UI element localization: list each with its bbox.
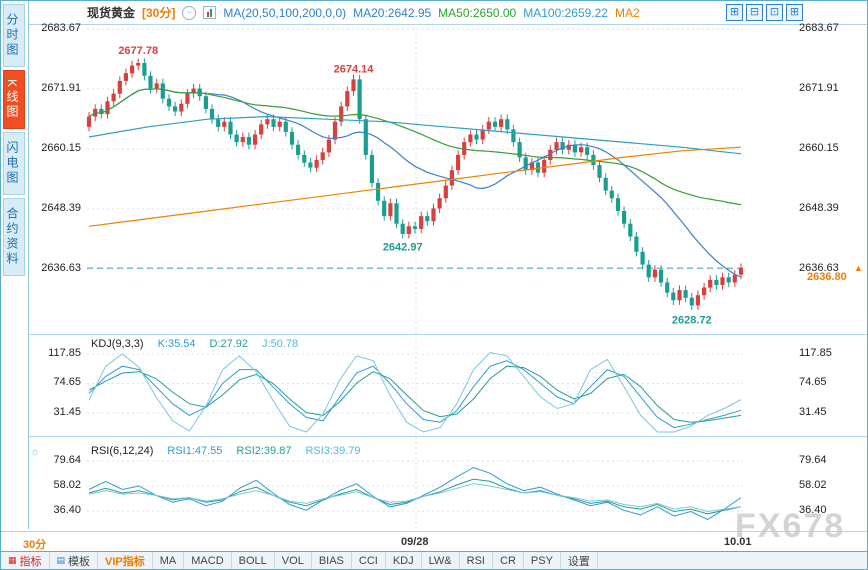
- ma20-value-label: MA20:2642.95: [353, 5, 432, 20]
- date-label: 10.01: [724, 536, 752, 548]
- sidebar-item-timeshare[interactable]: 分时图: [3, 4, 25, 67]
- timeframe-badge: 30分: [23, 539, 47, 551]
- indicator-grid-icon: ▦: [8, 555, 17, 565]
- kdj-axis-label: 74.65: [53, 376, 81, 388]
- kdj-axis-label: 117.85: [48, 347, 81, 359]
- ma50-value-label: MA50:2650.00: [438, 5, 517, 20]
- sidebar-item-contract-info[interactable]: 合约资料: [3, 198, 25, 277]
- rsi-axis-label: 79.64: [799, 454, 827, 466]
- rsi-axis-label: 58.02: [799, 479, 827, 491]
- toolbar-tab-cr[interactable]: CR: [493, 552, 524, 569]
- kdj-axis-label: 31.45: [53, 406, 81, 418]
- chart-type-sidebar: 分时图 K线图 闪电图 合约资料: [1, 1, 29, 529]
- toolbar-tab-macd[interactable]: MACD: [184, 552, 232, 569]
- toolbar-tab-rsi[interactable]: RSI: [460, 552, 493, 569]
- layout-single-icon[interactable]: ⊞: [786, 4, 803, 21]
- template-icon: ▤: [56, 555, 66, 565]
- rsi-settings-icon[interactable]: ☼: [30, 446, 41, 458]
- kdj-title: KDJ(9,3,3): [91, 338, 144, 350]
- rsi-lines: [87, 460, 743, 521]
- sidebar-item-lightning[interactable]: 闪电图: [3, 132, 25, 196]
- header-separator: [29, 24, 867, 25]
- ma-lines: [88, 88, 742, 278]
- price-axis-label: 2648.39: [799, 202, 839, 214]
- ma100-value-label: MA100:2659.22: [523, 5, 608, 20]
- price-axis-label: 2636.63: [799, 262, 839, 274]
- toolbar-tab-settings[interactable]: 设置: [561, 552, 598, 569]
- toolbar-tab-psy[interactable]: PSY: [524, 552, 561, 569]
- svg-text:2677.78: 2677.78: [118, 45, 158, 57]
- kdj-axis-label: 31.45: [799, 406, 827, 418]
- main-gridlines: [87, 27, 743, 530]
- price-axis-label: 2660.15: [799, 142, 839, 154]
- rsi3-value: RSI3:39.79: [305, 445, 361, 457]
- rsi-axis-label: 36.40: [53, 504, 81, 516]
- collapse-icon[interactable]: −: [182, 5, 197, 20]
- svg-text:2674.14: 2674.14: [334, 64, 375, 76]
- toolbar-tab-vip[interactable]: VIP指标: [98, 552, 153, 569]
- sidebar-item-kline[interactable]: K线图: [3, 70, 25, 130]
- toolbar-tab-template[interactable]: ▤ 模板: [50, 552, 99, 569]
- rsi-axis-label: 58.02: [53, 479, 81, 491]
- ma200-value-label: MA2: [614, 5, 640, 20]
- layout-columns-icon[interactable]: ⊡: [766, 4, 783, 21]
- toolbar-tab-indicator[interactable]: ▦ 指标: [1, 552, 50, 569]
- price-axis-label: 2636.63: [41, 262, 81, 274]
- price-annotations: 2677.78 2674.14 2642.97 2628.72: [118, 45, 711, 326]
- layout-grid-icon[interactable]: ⊞: [726, 4, 743, 21]
- price-axis-label: 2683.67: [41, 22, 81, 34]
- toolbar-tab-lw[interactable]: LW&: [422, 552, 460, 569]
- time-axis: 30分 09/28 10.01: [23, 532, 867, 552]
- kdj-d-value: D:27.92: [209, 338, 249, 350]
- layout-rows-icon[interactable]: ⊟: [746, 4, 763, 21]
- ma-formula-label: MA(20,50,100,200,0,0): [223, 5, 347, 20]
- rsi-axis-label: 79.64: [53, 454, 81, 466]
- toolbar-tab-cci[interactable]: CCI: [352, 552, 386, 569]
- toolbar-tab-ma[interactable]: MA: [153, 552, 185, 569]
- kdj-j-value: J:50.78: [262, 338, 299, 350]
- edit-indicator-icon[interactable]: [203, 6, 217, 19]
- toolbar-tab-vol[interactable]: VOL: [275, 552, 312, 569]
- kdj-header: KDJ(9,3,3) K:35.54 D:27.92 J:50.78: [91, 338, 298, 350]
- price-axis-label: 2683.67: [799, 22, 839, 34]
- timeframe-label: [30分]: [142, 6, 176, 20]
- price-axis-label: 2660.15: [41, 142, 81, 154]
- rsi-header: RSI(6,12,24) RSI1:47.55 RSI2:39.87 RSI3:…: [91, 445, 361, 457]
- kdj-lines: [87, 351, 743, 433]
- price-axis-label: 2671.91: [799, 82, 839, 94]
- kdj-separator: [29, 334, 867, 335]
- layout-icon-group: ⊞ ⊟ ⊡ ⊞: [726, 4, 803, 21]
- price-axis-label: 2671.91: [41, 82, 81, 94]
- kdj-axis-label: 117.85: [799, 347, 832, 359]
- svg-text:2642.97: 2642.97: [383, 242, 423, 254]
- chart-header: 现货黄金 [30分] − MA(20,50,100,200,0,0) MA20:…: [29, 1, 867, 24]
- symbol-title: 现货黄金: [87, 6, 136, 20]
- indicator-toolbar: ▦ 指标 ▤ 模板 VIP指标 MA MACD BOLL VOL BIAS CCI …: [1, 551, 867, 569]
- candlesticks: [86, 58, 744, 310]
- rsi-title: RSI(6,12,24): [91, 445, 154, 457]
- current-price-tag: 2636.80: [807, 271, 847, 283]
- price-axis-label: 2648.39: [41, 202, 81, 214]
- kdj-k-value: K:35.54: [157, 338, 196, 350]
- current-price-arrow-icon: ▲: [854, 263, 863, 273]
- rsi-axis-label: 36.40: [799, 504, 827, 516]
- date-label: 09/28: [401, 536, 429, 548]
- toolbar-tab-bias[interactable]: BIAS: [312, 552, 352, 569]
- toolbar-tab-boll[interactable]: BOLL: [232, 552, 275, 569]
- svg-text:2628.72: 2628.72: [672, 314, 712, 326]
- kdj-axis-label: 74.65: [799, 376, 827, 388]
- watermark: FX678: [735, 507, 846, 545]
- rsi1-value: RSI1:47.55: [167, 445, 223, 457]
- rsi2-value: RSI2:39.87: [236, 445, 292, 457]
- toolbar-tab-kdj[interactable]: KDJ: [386, 552, 422, 569]
- xaxis-separator: [1, 531, 867, 532]
- rsi-separator: [29, 436, 867, 437]
